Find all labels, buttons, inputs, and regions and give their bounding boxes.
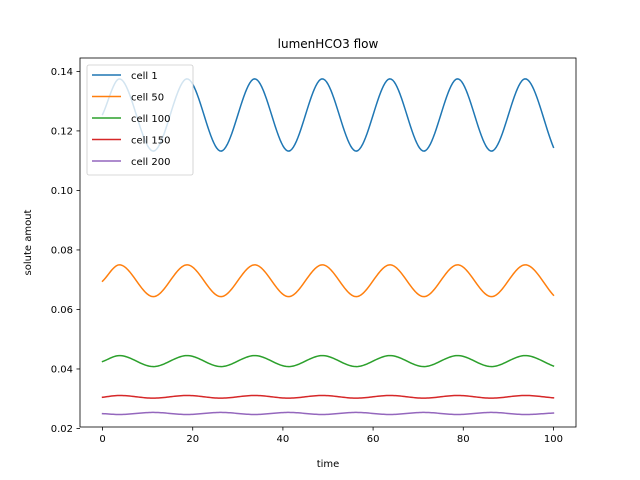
y-tick-label: 0.08 <box>51 245 73 256</box>
legend-box <box>86 64 194 176</box>
y-tick-label: 0.02 <box>51 424 73 435</box>
y-tick-label: 0.14 <box>51 67 73 78</box>
y-tick-label: 0.12 <box>51 126 73 137</box>
series-line-3 <box>101 354 555 368</box>
x-axis-label: time <box>317 459 340 470</box>
x-tick-label: 40 <box>277 434 290 445</box>
legend-label: cell 150 <box>131 136 170 147</box>
legend-label: cell 50 <box>131 93 164 104</box>
y-tick-label: 0.04 <box>51 364 73 375</box>
series-line-2 <box>101 264 555 298</box>
x-tick-label: 60 <box>367 434 380 445</box>
legend-label: cell 100 <box>131 114 170 125</box>
x-tick-label: 0 <box>99 434 105 445</box>
x-tick-label: 20 <box>186 434 199 445</box>
legend-label: cell 1 <box>131 71 158 82</box>
x-tick-label: 100 <box>544 434 563 445</box>
y-axis-ticks: 0.02 0.04 0.06 0.08 0.10 0.12 0.14 <box>51 67 80 435</box>
series-line-4 <box>101 394 555 399</box>
x-axis-ticks: 0 20 40 60 80 100 <box>99 427 563 445</box>
axes-frame <box>79 57 577 428</box>
x-tick-label: 80 <box>457 434 470 445</box>
chart-title: lumenHCO3 flow <box>278 37 379 51</box>
y-tick-label: 0.06 <box>51 305 73 316</box>
y-tick-label: 0.10 <box>51 186 73 197</box>
series-line-5 <box>101 411 555 416</box>
legend-label: cell 200 <box>131 157 170 168</box>
legend: cell 1 cell 50 cell 100 cell 150 cell 200 <box>86 64 194 176</box>
y-axis-label: solute amout <box>23 209 34 275</box>
